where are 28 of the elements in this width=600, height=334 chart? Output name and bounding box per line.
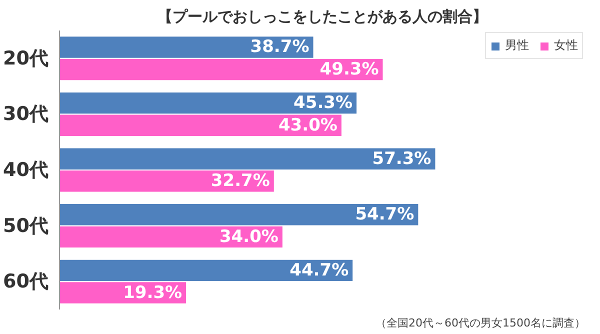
y-tick-label: 30代	[3, 103, 49, 126]
legend-label: 女性	[554, 37, 578, 54]
y-tick-label: 50代	[3, 214, 49, 237]
bar	[60, 148, 436, 170]
data-label: 57.3%	[372, 148, 432, 169]
data-label: 19.3%	[123, 282, 182, 303]
bar	[60, 92, 357, 114]
bar	[60, 36, 314, 58]
data-label: 43.0%	[278, 115, 338, 136]
data-label: 49.3%	[320, 60, 379, 80]
bar	[60, 260, 353, 282]
bar	[60, 204, 418, 226]
data-label: 44.7%	[290, 260, 349, 280]
data-label: 34.0%	[219, 226, 278, 247]
chart-title: 【プールでおしっこをしたことがある人の割合】	[158, 8, 488, 26]
data-label: 45.3%	[294, 93, 353, 114]
bar	[60, 170, 274, 192]
bar	[60, 58, 383, 80]
bar	[60, 114, 342, 136]
text: （全国20代～60代の男女1500名に調査）	[376, 316, 586, 330]
legend-label: 男性	[505, 37, 529, 54]
y-tick-label: 20代	[3, 47, 49, 70]
y-tick-label: 40代	[3, 159, 49, 181]
bar	[60, 226, 282, 248]
y-tick-label: 60代	[3, 270, 49, 293]
data-label: 38.7%	[250, 37, 310, 58]
data-label: 54.7%	[355, 204, 414, 225]
data-label: 32.7%	[210, 171, 270, 192]
